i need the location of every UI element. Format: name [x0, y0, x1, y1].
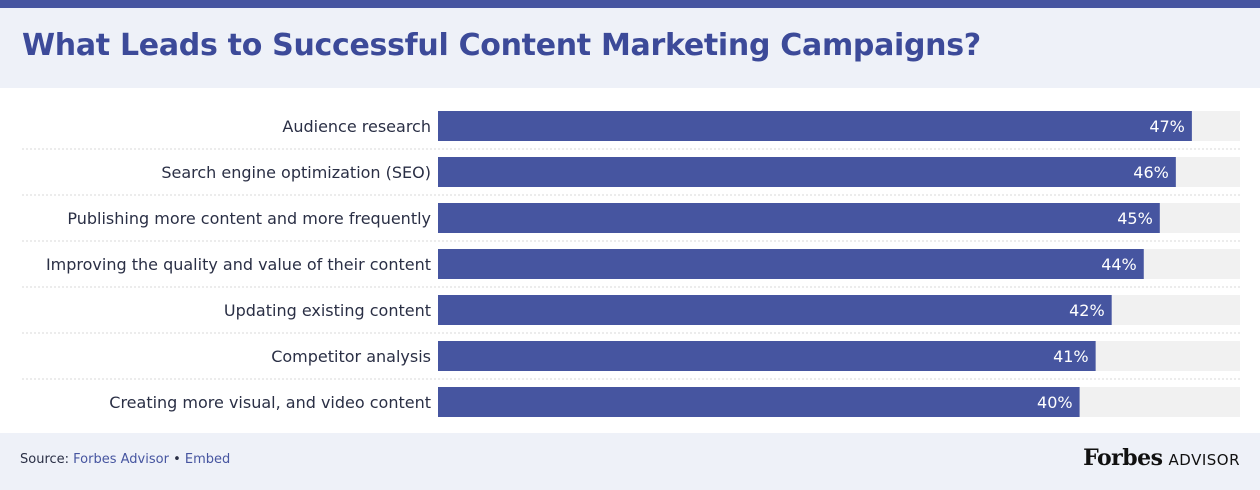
forbes-advisor-logo: Forbes ADVISOR	[1083, 445, 1240, 471]
source-line: Source: Forbes Advisor • Embed	[20, 452, 230, 467]
source-label: Source:	[20, 452, 70, 467]
value-label: 45%	[1117, 209, 1153, 228]
header: What Leads to Successful Content Marketi…	[0, 8, 1260, 88]
brand-name: Forbes	[1083, 445, 1163, 471]
value-label: 46%	[1133, 163, 1169, 182]
chart-title: What Leads to Successful Content Marketi…	[22, 28, 981, 63]
source-separator: •	[173, 452, 181, 467]
brand-suffix: ADVISOR	[1168, 451, 1240, 469]
bar[interactable]	[438, 341, 1096, 371]
value-label: 41%	[1053, 347, 1089, 366]
category-label: Publishing more content and more frequen…	[67, 209, 431, 228]
bar[interactable]	[438, 249, 1144, 279]
bar[interactable]	[438, 157, 1176, 187]
bar[interactable]	[438, 295, 1112, 325]
bar[interactable]	[438, 203, 1160, 233]
footer: Source: Forbes Advisor • Embed Forbes ADV…	[0, 433, 1260, 490]
bar-chart: Audience research 47% Search engine optimi…	[22, 111, 1240, 417]
value-label: 44%	[1101, 255, 1137, 274]
category-label: Improving the quality and value of their…	[46, 255, 431, 274]
chart-area: Audience research 47% Search engine optimi…	[0, 88, 1260, 433]
category-label: Search engine optimization (SEO)	[161, 163, 431, 182]
category-label: Updating existing content	[224, 301, 431, 320]
source-link[interactable]: Forbes Advisor	[73, 452, 169, 467]
top-accent-strip	[0, 0, 1260, 8]
category-label: Audience research	[282, 117, 431, 136]
value-label: 42%	[1069, 301, 1105, 320]
bar[interactable]	[438, 387, 1080, 417]
embed-link[interactable]: Embed	[184, 452, 231, 467]
value-label: 47%	[1149, 117, 1185, 136]
value-label: 40%	[1037, 393, 1073, 412]
category-label: Creating more visual, and video content	[109, 393, 431, 412]
category-label: Competitor analysis	[271, 347, 431, 366]
bar[interactable]	[438, 111, 1192, 141]
